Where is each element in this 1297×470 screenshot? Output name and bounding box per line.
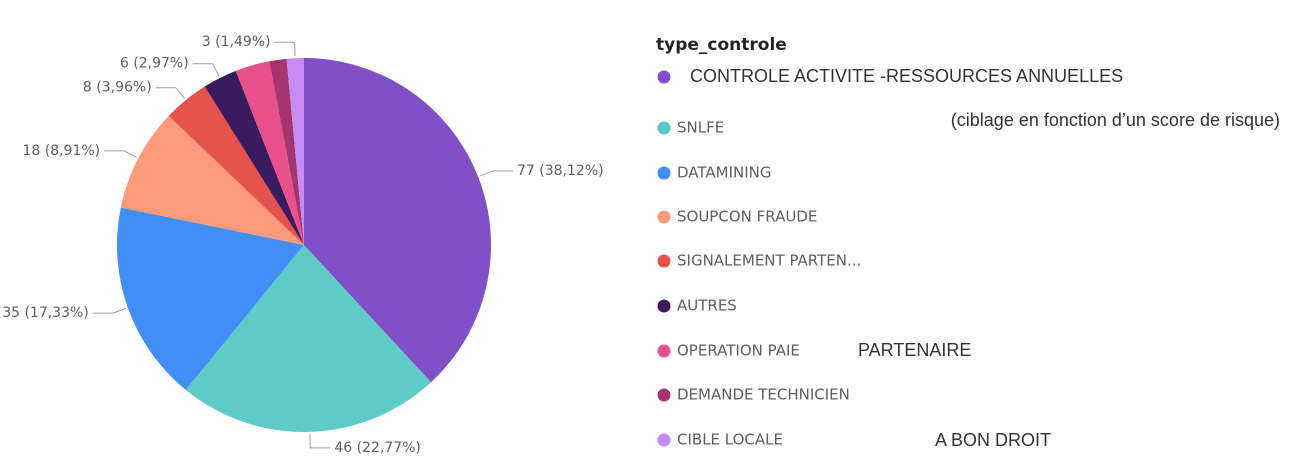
pie-slice	[168, 86, 304, 245]
legend-title: type_controle	[656, 35, 787, 55]
pie-slice	[304, 58, 491, 383]
legend-label: CONTROLE ACTIVITE -RESSOURCES ANNUELLES	[690, 66, 1123, 86]
data-label: 77 (38,12%)	[517, 163, 604, 179]
data-label: 3 (1,49%)	[202, 34, 271, 50]
data-label: 18 (8,91%)	[22, 143, 100, 159]
legend-marker	[657, 210, 671, 224]
annotation: PARTENAIRE	[858, 340, 971, 360]
legend-label: SOUPCON FRAUDE	[677, 208, 817, 226]
leader-line	[92, 307, 127, 314]
legend-marker	[657, 388, 671, 402]
legend-marker	[657, 433, 671, 447]
legend-marker	[657, 344, 671, 358]
leader-line	[309, 433, 331, 449]
legend-label: DEMANDE TECHNICIEN	[677, 386, 850, 404]
annotation: A BON DROIT	[935, 430, 1051, 450]
legend-marker	[657, 70, 671, 84]
data-label: 8 (3,96%)	[83, 80, 152, 96]
legend-label: DATAMINING	[677, 164, 772, 182]
legend-label: SIGNALEMENT PARTEN...	[677, 252, 861, 270]
pie-slice	[286, 58, 304, 245]
legend-marker	[657, 254, 671, 268]
legend-marker	[657, 121, 671, 135]
pie-slice	[235, 61, 304, 245]
pie-slice	[204, 70, 304, 245]
leader-line	[274, 41, 296, 57]
legend-marker	[657, 166, 671, 180]
data-label: 46 (22,77%)	[334, 440, 421, 456]
pie-slice	[185, 245, 431, 432]
legend-label: CIBLE LOCALE	[677, 431, 783, 449]
pie-slice	[116, 207, 304, 390]
annotation: (ciblage en fonction d’un score de risqu…	[951, 110, 1280, 130]
legend-marker	[657, 299, 671, 313]
pie-slice	[269, 58, 304, 246]
leader-line	[104, 150, 137, 158]
leader-line	[479, 170, 514, 177]
legend-label: OPERATION PAIE	[677, 342, 800, 360]
leader-line	[155, 87, 185, 99]
legend-label: AUTRES	[677, 297, 737, 315]
pie-slice	[120, 115, 304, 246]
data-label: 6 (2,97%)	[120, 56, 189, 72]
data-label: 35 (17,33%)	[2, 305, 89, 321]
legend-label: SNLFE	[677, 119, 724, 137]
leader-line	[192, 63, 220, 77]
